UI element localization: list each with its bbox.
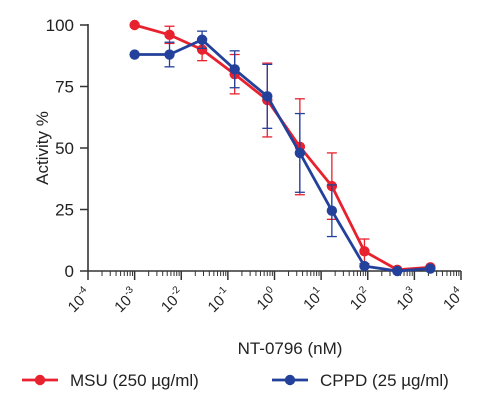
data-point [359, 246, 370, 257]
y-tick-label: 0 [65, 262, 74, 281]
data-point [164, 49, 175, 60]
y-ticks: 0 25 50 75 100 [46, 16, 88, 281]
data-point [359, 260, 370, 272]
legend-item-1: MSU (250 µg/ml) [22, 371, 199, 390]
legend-marker [34, 374, 46, 386]
series-1 [129, 19, 436, 275]
axes: 10-4 10-3 10-2 10-1 100 101 102 103 104 0 25 50 75 1… [46, 16, 468, 316]
data-point [196, 44, 208, 55]
legend-label: CPPD (25 µg/ml) [320, 371, 449, 390]
series-line [134, 38, 431, 273]
x-axis-label: NT-0796 (nM) [238, 339, 343, 358]
data-point [129, 19, 140, 31]
x-tick-label: 101 [299, 284, 328, 313]
x-tick-label: 10-3 [110, 284, 142, 316]
x-tick-label: 10-1 [203, 284, 235, 316]
legend-marker [284, 374, 296, 386]
x-tick-label: 10-4 [63, 284, 95, 316]
x-minor-ticks [101, 271, 460, 276]
data-point [262, 91, 273, 102]
legend: MSU (250 µg/ml) CPPD (25 µg/ml) [22, 371, 449, 390]
data-point [129, 49, 140, 60]
data-point [229, 64, 240, 75]
y-tick-label: 25 [55, 201, 74, 220]
data-point [392, 265, 403, 277]
legend-item-2: CPPD (25 µg/ml) [272, 371, 449, 390]
data-point [164, 29, 175, 41]
x-tick-label: 10-2 [157, 284, 189, 316]
x-ticks: 10-4 10-3 10-2 10-1 100 101 102 103 104 [63, 271, 468, 316]
x-tick-label: 100 [252, 284, 281, 313]
data-point [425, 263, 436, 274]
y-axis-label: Activity % [33, 111, 52, 185]
legend-label: MSU (250 µg/ml) [70, 371, 199, 390]
y-tick-label: 50 [55, 139, 74, 158]
x-tick-label: 102 [345, 284, 374, 313]
series-layer [129, 19, 436, 277]
series-2 [129, 30, 436, 277]
series-line [134, 23, 431, 272]
data-point [294, 147, 306, 159]
data-point [326, 205, 338, 216]
y-tick-label: 75 [55, 78, 74, 97]
x-tick-label: 104 [439, 284, 468, 313]
y-tick-label: 100 [46, 16, 74, 35]
data-point [196, 34, 208, 45]
x-tick-label: 103 [392, 284, 421, 313]
